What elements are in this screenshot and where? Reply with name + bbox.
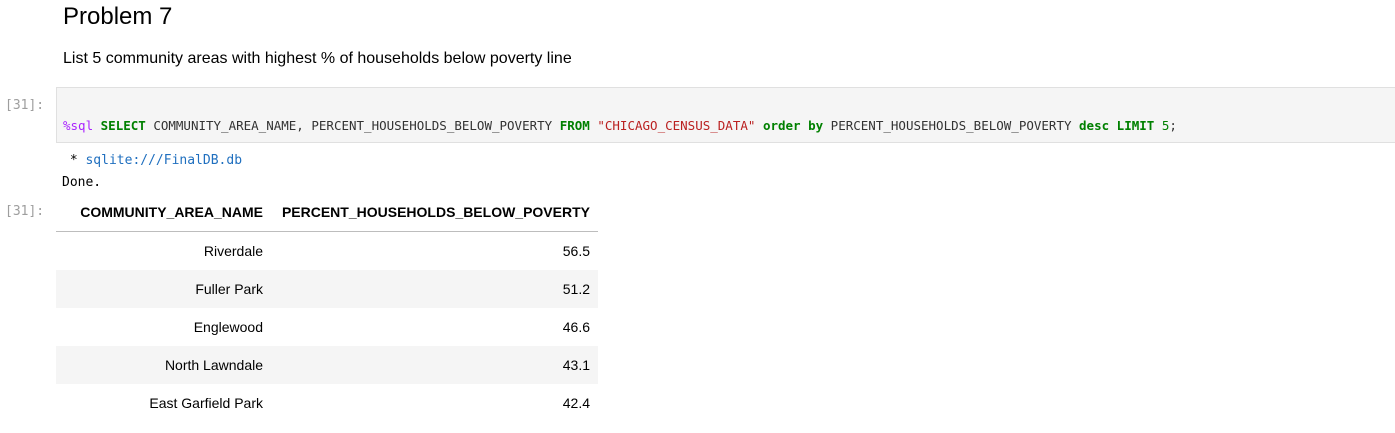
limit-keyword: LIMIT (1116, 118, 1155, 133)
cell-percent-below-poverty: 42.4 (562, 395, 590, 411)
problem-heading: Problem 7 (63, 3, 173, 30)
stream-prefix: * (62, 153, 86, 168)
connection-string: sqlite:///FinalDB.db (85, 153, 243, 168)
statement-terminator: ; (1169, 118, 1177, 133)
cell-community-area-name: North Lawndale (56, 346, 271, 384)
status-text: Done. (62, 175, 102, 190)
from-keyword: FROM (559, 118, 590, 133)
table-row: North Lawndale 43.1 (56, 346, 598, 384)
table-row: East Garfield Park 42.4 (56, 384, 598, 422)
input-prompt: [31]: (5, 98, 45, 113)
table-name-string: "CHICAGO_CENSUS_DATA" (597, 118, 756, 133)
cell-community-area-name: Englewood (193, 319, 263, 335)
result-table: COMMUNITY_AREA_NAME PERCENT_HOUSEHOLDS_B… (56, 193, 598, 422)
order-by-keyword: order by (762, 118, 824, 133)
column-header-community-area-name: COMMUNITY_AREA_NAME (56, 193, 271, 232)
cell-community-area-name: Riverdale (203, 243, 263, 259)
sql-query-line[interactable]: %sql SELECT COMMUNITY_AREA_NAME, PERCENT… (63, 118, 1177, 134)
cell-community-area-name: Fuller Park (56, 270, 271, 308)
select-columns: COMMUNITY_AREA_NAME, PERCENT_HOUSEHOLDS_… (145, 118, 560, 133)
cell-community-area-name: East Garfield Park (149, 395, 263, 411)
code-editor[interactable]: %sql SELECT COMMUNITY_AREA_NAME, PERCENT… (56, 87, 1395, 143)
order-column: PERCENT_HOUSEHOLDS_BELOW_POVERTY (823, 118, 1080, 133)
output-stream: * sqlite:///FinalDB.db Done. (62, 150, 242, 194)
cell-percent-below-poverty: 46.6 (562, 319, 590, 335)
cell-percent-below-poverty: 43.1 (271, 346, 598, 384)
cell-percent-below-poverty: 51.2 (271, 270, 598, 308)
output-prompt: [31]: (5, 204, 45, 219)
table-row: Riverdale 56.5 (56, 232, 598, 271)
sql-magic: %sql (63, 118, 94, 133)
desc-keyword: desc (1079, 118, 1110, 133)
limit-value: 5 (1161, 118, 1170, 133)
cell-percent-below-poverty: 56.5 (562, 243, 590, 259)
table-header-row: COMMUNITY_AREA_NAME PERCENT_HOUSEHOLDS_B… (56, 193, 598, 232)
table-row: Englewood 46.6 (56, 308, 598, 346)
select-keyword: SELECT (100, 118, 146, 133)
column-header-percent-households-below-poverty: PERCENT_HOUSEHOLDS_BELOW_POVERTY (271, 193, 598, 232)
problem-description: List 5 community areas with highest % of… (63, 50, 572, 67)
table-row: Fuller Park 51.2 (56, 270, 598, 308)
